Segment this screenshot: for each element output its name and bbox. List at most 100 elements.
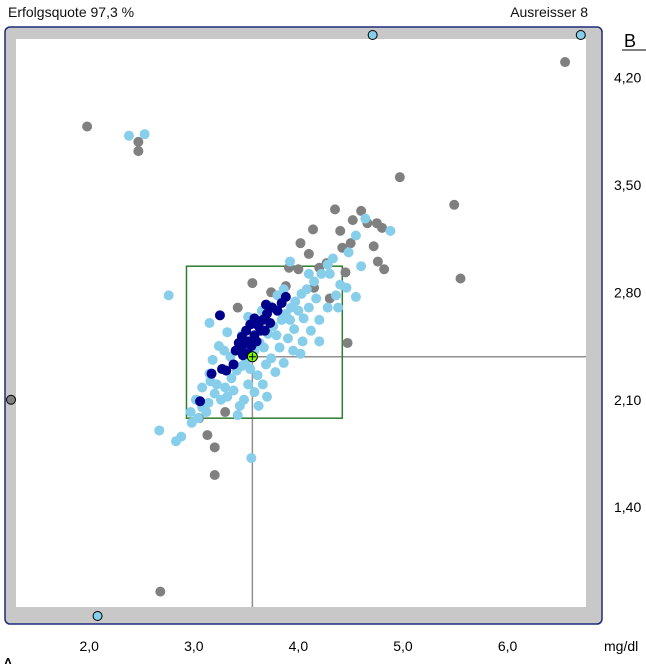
data-point-light xyxy=(290,296,301,307)
data-point-gray xyxy=(356,205,367,216)
outlier-count-label: Ausreisser 8 xyxy=(510,4,588,20)
data-point-light xyxy=(249,387,260,398)
data-point-light xyxy=(303,302,314,313)
edge-outlier-marker xyxy=(92,611,103,621)
data-point-light xyxy=(278,284,289,295)
data-point-gray xyxy=(295,238,306,249)
data-point-dark xyxy=(228,359,239,370)
data-point-dark xyxy=(280,291,291,302)
data-point-light xyxy=(295,348,306,359)
data-point-light xyxy=(314,314,325,325)
data-point-light xyxy=(226,373,237,384)
data-point-light xyxy=(203,397,214,408)
data-point-light xyxy=(278,357,289,368)
data-point-gray xyxy=(335,225,346,236)
data-point-light xyxy=(201,407,212,418)
data-point-dark xyxy=(214,310,225,321)
plot-area xyxy=(16,39,586,607)
edge-outlier-marker xyxy=(575,30,586,40)
data-point-gray xyxy=(82,121,93,132)
data-point-light xyxy=(204,318,215,328)
data-point-light xyxy=(333,302,344,313)
data-point-gray xyxy=(308,224,319,235)
data-point-dark xyxy=(260,299,271,310)
axes-layer: 2,0 3,0 4,0 5,0 6,0 4,20 3,50 2,80 2,10 1,40 mg/dl… xyxy=(2,31,646,664)
data-point-light xyxy=(289,324,300,335)
data-point-light xyxy=(232,410,243,421)
data-point-light xyxy=(293,305,304,316)
data-point-light xyxy=(285,314,296,325)
data-point-light xyxy=(246,453,257,464)
data-point-light xyxy=(205,376,216,387)
data-point-light xyxy=(154,425,165,436)
data-point-dark xyxy=(259,325,270,336)
data-point-light xyxy=(262,391,273,402)
x-tick-label: 2,0 xyxy=(79,638,99,654)
data-point-dark xyxy=(217,364,228,375)
data-point-gray xyxy=(377,222,388,233)
data-point-gray xyxy=(372,256,383,267)
data-point-light xyxy=(314,336,325,347)
y-tick-label: 4,20 xyxy=(614,69,641,85)
x-tick-label: 6,0 xyxy=(498,638,518,654)
y-tick-label: 2,80 xyxy=(614,284,641,300)
x-tick-label: 4,0 xyxy=(289,638,309,654)
x-unit-label: mg/dl xyxy=(604,638,638,654)
data-point-light xyxy=(192,413,203,424)
data-point-light xyxy=(285,256,296,267)
data-layer xyxy=(6,30,586,621)
data-point-light xyxy=(139,129,150,140)
data-point-gray xyxy=(342,337,353,348)
data-point-gray xyxy=(220,407,231,418)
data-point-gray xyxy=(209,469,220,480)
data-point-light xyxy=(324,268,335,279)
data-point-light xyxy=(360,213,371,224)
data-point-gray xyxy=(560,57,571,68)
data-point-dark xyxy=(251,336,262,347)
data-point-light xyxy=(270,367,281,378)
data-point-dark xyxy=(236,342,247,353)
y-tick-label: 2,10 xyxy=(614,392,641,408)
data-point-light xyxy=(303,268,314,279)
data-point-light xyxy=(297,336,308,347)
data-point-light xyxy=(252,370,263,381)
data-point-light xyxy=(213,341,224,352)
data-point-light xyxy=(176,431,187,442)
data-point-gray xyxy=(329,204,340,215)
data-point-light xyxy=(298,313,309,324)
data-point-dark xyxy=(206,368,217,379)
data-point-light xyxy=(385,225,396,236)
data-point-light xyxy=(305,325,316,336)
data-point-light xyxy=(257,379,268,390)
x-tick-label: 5,0 xyxy=(393,638,413,654)
data-point-gray xyxy=(202,430,213,441)
data-point-light xyxy=(271,330,282,341)
data-point-light xyxy=(322,302,333,313)
data-point-gray xyxy=(303,248,314,259)
data-point-gray xyxy=(345,238,356,249)
data-point-light xyxy=(274,342,285,353)
data-point-light xyxy=(350,230,361,241)
data-point-light xyxy=(258,342,269,353)
data-point-gray xyxy=(133,146,144,157)
data-point-gray xyxy=(133,136,144,147)
data-point-gray xyxy=(232,302,243,313)
data-point-dark xyxy=(195,396,206,407)
data-point-light xyxy=(228,385,239,396)
data-point-light xyxy=(245,364,256,375)
data-point-gray xyxy=(340,267,351,278)
data-point-dark xyxy=(265,318,276,328)
data-point-light xyxy=(272,290,283,301)
data-point-gray xyxy=(368,241,379,252)
data-point-light xyxy=(243,379,254,390)
data-point-light xyxy=(316,268,327,279)
data-point-light xyxy=(331,290,342,301)
data-point-light xyxy=(282,333,293,344)
data-point-light xyxy=(239,394,249,405)
x-tick-label: 3,0 xyxy=(184,638,204,654)
data-point-gray xyxy=(247,278,258,289)
data-point-light xyxy=(163,290,174,301)
acceptance-box xyxy=(185,265,344,419)
data-point-gray xyxy=(455,273,466,284)
data-point-gray xyxy=(449,199,460,210)
